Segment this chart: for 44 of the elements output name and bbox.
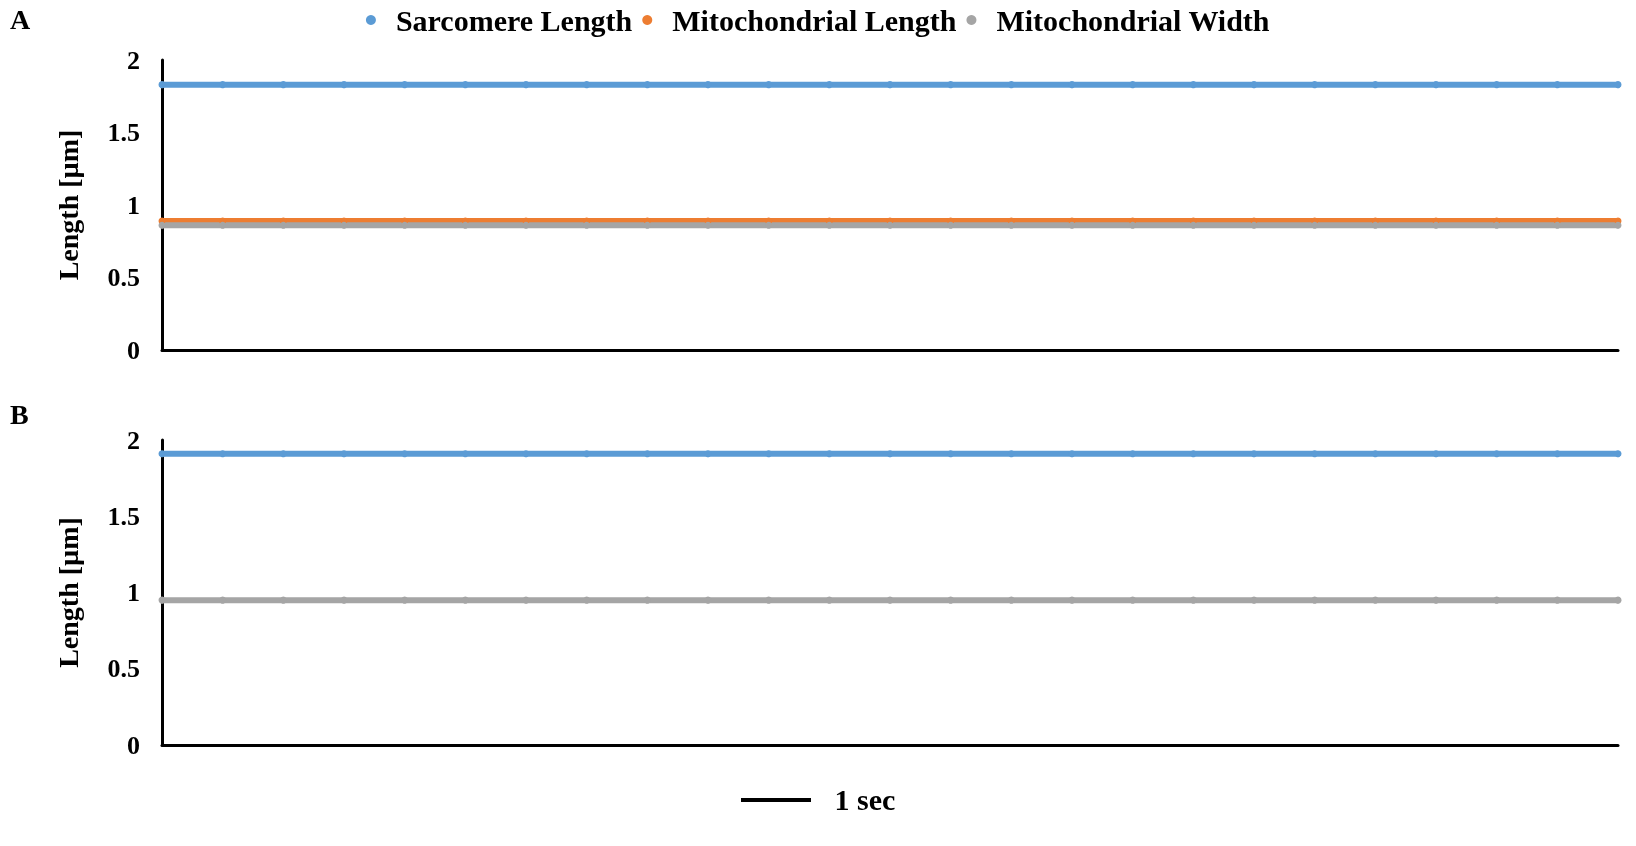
y-tick-label: 0.5 (107, 263, 140, 292)
legend-label: Mitochondrial Width (996, 3, 1270, 37)
point (1614, 81, 1622, 89)
y-axis-title: Length [µm] (52, 129, 84, 281)
point (825, 221, 833, 229)
point (886, 221, 894, 229)
point (765, 221, 773, 229)
y-tick-label: 2 (127, 45, 140, 75)
point (340, 221, 348, 229)
y-tick-label: 1.5 (107, 501, 140, 531)
point (704, 221, 712, 229)
point (1371, 221, 1379, 229)
point (158, 221, 166, 229)
point (1432, 221, 1440, 229)
chart-title: A (10, 3, 31, 35)
y-tick-label: 0 (127, 730, 140, 760)
legend-label: Sarcomere Length (395, 3, 633, 37)
point (461, 221, 469, 229)
point (219, 221, 227, 229)
point (1493, 221, 1501, 229)
point (1129, 221, 1137, 229)
legend-label: Mitochondrial Length (672, 3, 957, 37)
point (279, 221, 287, 229)
point (643, 221, 651, 229)
point (1007, 221, 1015, 229)
y-tick-label: 0 (127, 335, 140, 365)
y-tick-label: 0.5 (107, 654, 140, 684)
y-tick-label: 2 (127, 425, 140, 455)
point (522, 221, 530, 229)
point (1553, 221, 1561, 229)
point (1250, 221, 1258, 229)
point (583, 221, 591, 229)
point (1311, 221, 1319, 229)
point (1614, 221, 1622, 229)
y-tick-label: 1.5 (107, 118, 140, 147)
point (1068, 221, 1076, 229)
text: 1 sec (834, 783, 896, 817)
point (947, 221, 955, 229)
y-axis-title: Length [µm] (52, 517, 84, 668)
chart-title: B (10, 398, 29, 430)
y-tick-label: 1 (127, 190, 140, 220)
point (401, 221, 409, 229)
point (1189, 221, 1197, 229)
y-tick-label: 1 (127, 578, 140, 607)
